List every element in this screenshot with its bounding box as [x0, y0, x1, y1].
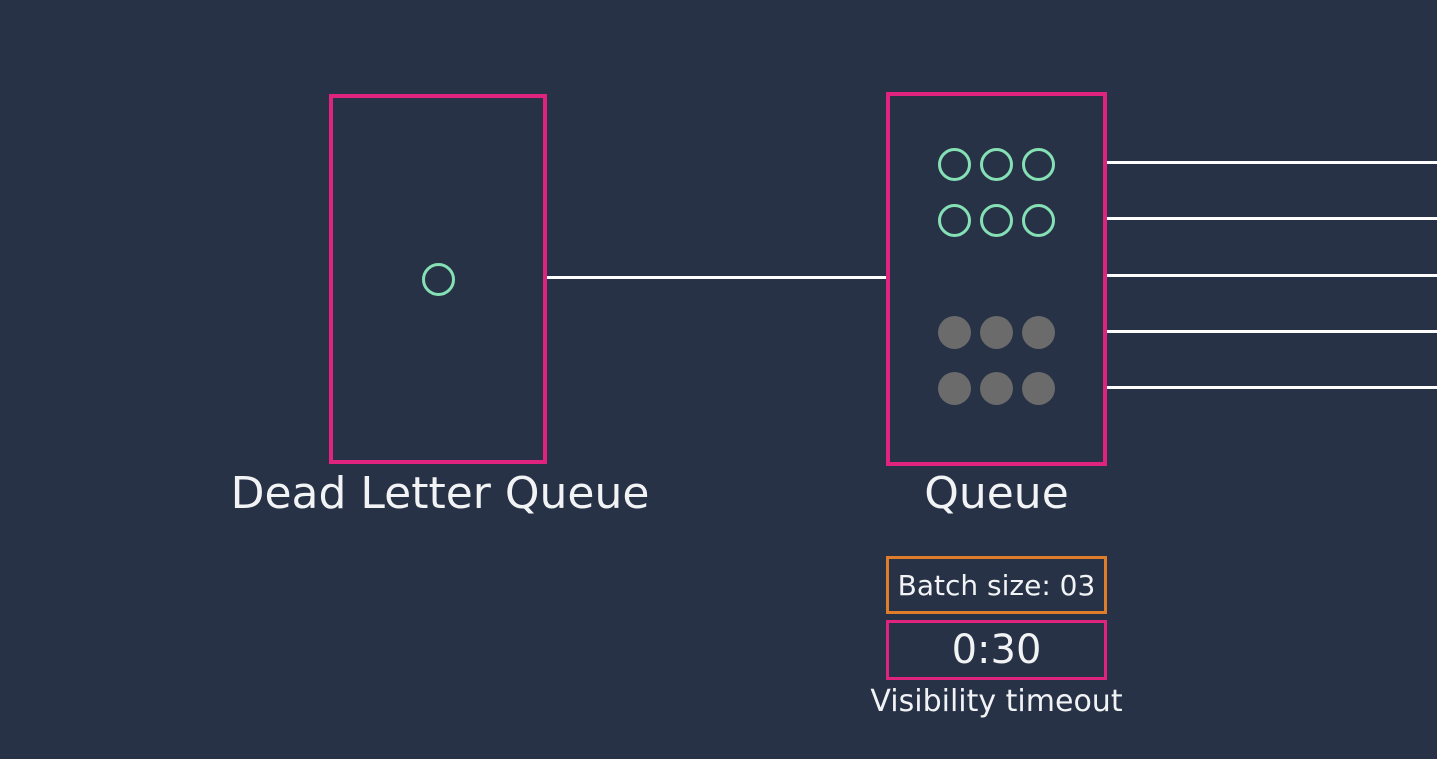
in-flight-message-icon — [938, 316, 971, 349]
consumer-connector-line — [1107, 330, 1437, 333]
in-flight-message-icon — [938, 372, 971, 405]
batch-size-box: Batch size: 03 — [886, 556, 1107, 614]
dead-letter-queue-label: Dead Letter Queue — [230, 468, 650, 519]
queue-label: Queue — [924, 468, 1069, 519]
dlq-message-icon — [422, 263, 455, 296]
consumer-connector-line — [1107, 161, 1437, 164]
in-flight-message-icon — [980, 372, 1013, 405]
visible-message-icon — [1022, 148, 1055, 181]
dead-letter-queue-box — [329, 94, 547, 464]
in-flight-message-icon — [1022, 316, 1055, 349]
visible-message-icon — [980, 148, 1013, 181]
consumer-connector-line — [1107, 217, 1437, 220]
consumer-connector-line — [1107, 386, 1437, 389]
dlq-connector-line — [547, 276, 886, 279]
visible-message-icon — [1022, 204, 1055, 237]
visibility-timeout-caption: Visibility timeout — [870, 684, 1123, 719]
visibility-timeout-box: 0:30 — [886, 620, 1107, 680]
visible-message-icon — [938, 148, 971, 181]
batch-size-text: Batch size: 03 — [897, 568, 1096, 602]
queue-box — [886, 92, 1107, 466]
in-flight-message-icon — [1022, 372, 1055, 405]
in-flight-message-icon — [980, 316, 1013, 349]
visible-message-icon — [938, 204, 971, 237]
visibility-timeout-value: 0:30 — [951, 627, 1042, 673]
visible-message-icon — [980, 204, 1013, 237]
consumer-connector-line — [1107, 274, 1437, 277]
